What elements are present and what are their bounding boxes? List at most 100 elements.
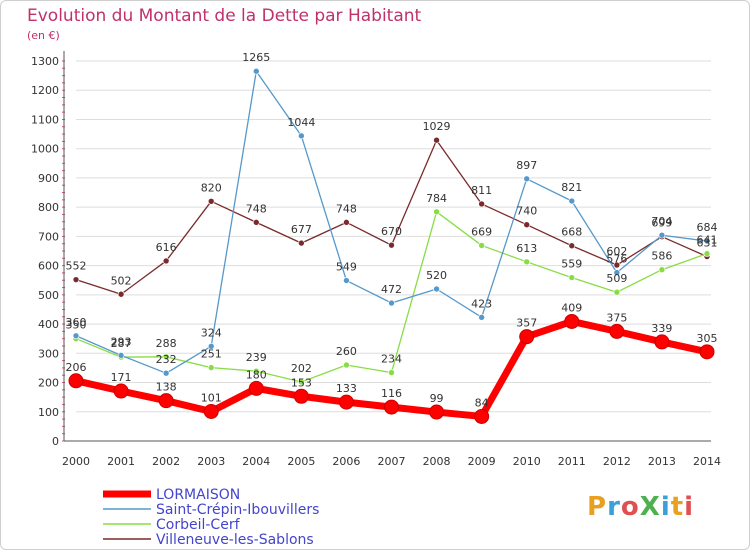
- point-LORMAISON-2007: [384, 399, 399, 415]
- y-tick-0: 0: [52, 435, 59, 448]
- series-line-Villeneuve-les-Sablons: [75, 139, 708, 295]
- x-tick-2010: 2010: [513, 455, 541, 468]
- y-tick-200: 200: [38, 377, 59, 390]
- data-label-LORMAISON-2010: 357: [516, 317, 537, 330]
- data-labels-layer: 206 171 138 101 180 153 133 116 99 84 357 409 375 339…: [66, 51, 718, 409]
- series-layer: [68, 67, 715, 424]
- data-label-Saint-Crépin-Ibouvillers-2014: 684: [697, 221, 718, 234]
- point-Corbeil-Cerf-2007: [388, 369, 395, 376]
- data-label-LORMAISON-2001: 171: [111, 371, 132, 384]
- x-tick-2008: 2008: [423, 455, 451, 468]
- data-label-Saint-Crépin-Ibouvillers-2002: 232: [156, 353, 177, 366]
- x-tick-2011: 2011: [558, 455, 586, 468]
- x-tick-2002: 2002: [152, 455, 180, 468]
- proxiti-logo: ProXiti: [587, 492, 695, 522]
- x-tick-2000: 2000: [62, 455, 90, 468]
- point-Corbeil-Cerf-2003: [207, 364, 215, 371]
- data-label-Corbeil-Cerf-2012: 509: [606, 272, 627, 285]
- point-Saint-Crépin-Ibouvillers-2012: [613, 269, 621, 276]
- data-label-Villeneuve-les-Sablons-2002: 616: [156, 241, 177, 254]
- data-label-Corbeil-Cerf-2011: 559: [561, 258, 582, 271]
- point-Corbeil-Cerf-2006: [343, 361, 350, 369]
- chart-title: Evolution du Montant de la Dette par Hab…: [27, 6, 422, 26]
- point-Villeneuve-les-Sablons-2002: [162, 257, 170, 265]
- y-tick-labels: 0 100 200 300 400 500 600 700 800 900 1000 1100 1200…: [31, 55, 59, 448]
- data-label-Saint-Crépin-Ibouvillers-2012: 576: [606, 253, 627, 266]
- point-Corbeil-Cerf-2008: [433, 208, 440, 216]
- data-label-LORMAISON-2000: 206: [66, 361, 87, 374]
- x-tick-2012: 2012: [603, 455, 631, 468]
- legend-label-Saint-Crépin-Ibouvillers: Saint-Crépin-Ibouvillers: [156, 502, 319, 518]
- data-label-Corbeil-Cerf-2009: 669: [471, 225, 492, 238]
- point-LORMAISON-2013: [654, 334, 670, 350]
- point-Saint-Crépin-Ibouvillers-2009: [478, 314, 485, 321]
- point-Villeneuve-les-Sablons-2001: [117, 290, 125, 298]
- point-Saint-Crépin-Ibouvillers-2005: [298, 132, 305, 140]
- data-label-Villeneuve-les-Sablons-2004: 748: [246, 202, 267, 215]
- data-label-LORMAISON-2012: 375: [606, 311, 627, 324]
- data-label-Corbeil-Cerf-2006: 260: [336, 345, 357, 358]
- data-label-Saint-Crépin-Ibouvillers-2004: 1265: [242, 51, 270, 64]
- point-Saint-Crépin-Ibouvillers-2000: [72, 332, 80, 340]
- point-Saint-Crépin-Ibouvillers-2010: [523, 175, 531, 183]
- point-Saint-Crépin-Ibouvillers-2003: [207, 342, 215, 350]
- y-tick-1100: 1100: [31, 113, 59, 126]
- x-tick-2007: 2007: [378, 455, 406, 468]
- data-label-Corbeil-Cerf-2000: 350: [66, 319, 87, 332]
- chart-subtitle: (en €): [27, 29, 60, 42]
- data-label-LORMAISON-2013: 339: [651, 322, 672, 335]
- data-label-Saint-Crépin-Ibouvillers-2011: 821: [561, 181, 582, 194]
- data-label-Villeneuve-les-Sablons-2001: 502: [111, 274, 132, 287]
- data-label-Villeneuve-les-Sablons-2005: 677: [291, 223, 312, 236]
- point-Villeneuve-les-Sablons-2012: [613, 261, 621, 269]
- x-tick-2009: 2009: [468, 455, 496, 468]
- data-label-Villeneuve-les-Sablons-2000: 552: [66, 260, 87, 273]
- point-LORMAISON-2004: [248, 380, 264, 396]
- y-tick-700: 700: [38, 230, 59, 243]
- point-Corbeil-Cerf-2002: [162, 353, 170, 361]
- data-label-LORMAISON-2006: 133: [336, 382, 357, 395]
- legend-label-Villeneuve-les-Sablons: Villeneuve-les-Sablons: [156, 532, 314, 548]
- y-tick-800: 800: [38, 201, 59, 214]
- point-LORMAISON-2005: [293, 388, 309, 404]
- data-label-Saint-Crépin-Ibouvillers-2007: 472: [381, 283, 402, 296]
- data-label-LORMAISON-2005: 153: [291, 376, 312, 389]
- x-tick-2005: 2005: [287, 455, 315, 468]
- y-tick-900: 900: [38, 172, 59, 185]
- axes: [62, 51, 711, 442]
- y-tick-400: 400: [38, 318, 59, 331]
- point-Villeneuve-les-Sablons-2003: [207, 198, 215, 205]
- data-label-Saint-Crépin-Ibouvillers-2010: 897: [516, 159, 537, 172]
- data-label-Saint-Crépin-Ibouvillers-2003: 324: [201, 326, 222, 339]
- point-Saint-Crépin-Ibouvillers-2013: [658, 231, 666, 239]
- point-Saint-Crépin-Ibouvillers-2006: [343, 277, 350, 284]
- point-Saint-Crépin-Ibouvillers-2007: [388, 299, 395, 307]
- data-label-LORMAISON-2014: 305: [697, 332, 718, 345]
- y-tick-300: 300: [38, 347, 59, 360]
- point-Saint-Crépin-Ibouvillers-2014: [703, 237, 711, 245]
- data-label-LORMAISON-2007: 116: [381, 387, 402, 400]
- data-label-LORMAISON-2003: 101: [201, 391, 222, 404]
- point-LORMAISON-2011: [564, 313, 580, 329]
- data-label-Saint-Crépin-Ibouvillers-2000: 360: [66, 316, 87, 329]
- point-LORMAISON-2006: [338, 394, 354, 410]
- point-Villeneuve-les-Sablons-2000: [72, 276, 80, 283]
- point-Corbeil-Cerf-2010: [523, 258, 531, 266]
- data-label-Saint-Crépin-Ibouvillers-2006: 549: [336, 261, 357, 274]
- point-Corbeil-Cerf-2012: [613, 288, 621, 296]
- series-LORMAISON: [68, 313, 715, 424]
- point-LORMAISON-2009: [474, 408, 490, 424]
- data-label-Corbeil-Cerf-2004: 239: [246, 351, 267, 364]
- y-tick-600: 600: [38, 260, 59, 273]
- data-label-Saint-Crépin-Ibouvillers-2009: 423: [471, 297, 492, 310]
- point-Corbeil-Cerf-2014: [703, 250, 711, 257]
- legend-label-Corbeil-Cerf: Corbeil-Cerf: [156, 517, 241, 533]
- point-LORMAISON-2000: [68, 373, 84, 389]
- point-Corbeil-Cerf-2004: [252, 367, 260, 375]
- point-LORMAISON-2014: [699, 344, 715, 360]
- point-Corbeil-Cerf-2009: [478, 242, 485, 249]
- data-label-Villeneuve-les-Sablons-2007: 670: [381, 225, 402, 238]
- point-Villeneuve-les-Sablons-2004: [252, 219, 260, 226]
- x-tick-2014: 2014: [693, 455, 721, 468]
